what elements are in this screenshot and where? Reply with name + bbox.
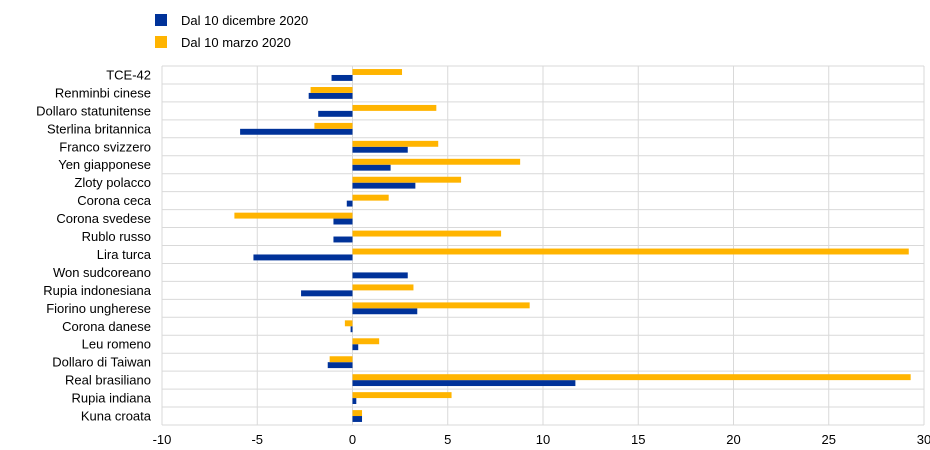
category-label-1: Renminbi cinese: [55, 85, 151, 100]
category-label-8: Corona svedese: [56, 211, 151, 226]
bar-s0-c6: [352, 182, 416, 189]
bar-s0-c12: [301, 290, 353, 297]
bar-s0-c3: [240, 128, 353, 135]
bar-s0-c19: [352, 416, 363, 422]
x-tick-label-8: 30: [917, 432, 930, 447]
category-label-2: Dollaro statunitense: [36, 103, 151, 118]
bar-s1-c13: [352, 302, 530, 309]
category-label-9: Rublo russo: [82, 229, 151, 244]
bar-s1-c0: [352, 69, 403, 75]
bar-s0-c0: [331, 74, 353, 81]
bar-s0-c8: [333, 218, 353, 225]
bar-s0-c2: [318, 110, 353, 117]
category-label-10: Lira turca: [97, 247, 152, 262]
bar-s1-c19: [352, 410, 363, 417]
legend-swatch-1: [155, 36, 167, 48]
bar-s0-c7: [346, 200, 353, 207]
x-tick-label-2: 0: [349, 432, 356, 447]
category-label-15: Leu romeno: [82, 337, 151, 352]
category-label-6: Zloty polacco: [74, 175, 151, 190]
legend-label-1: Dal 10 marzo 2020: [181, 35, 291, 50]
bar-s0-c18: [352, 398, 357, 404]
x-tick-label-6: 20: [726, 432, 740, 447]
bar-s1-c18: [352, 392, 452, 399]
x-tick-label-0: -10: [153, 432, 172, 447]
category-label-5: Yen giapponese: [58, 157, 151, 172]
bar-s1-c1: [310, 87, 353, 93]
legend-swatch-0: [155, 14, 167, 26]
category-label-4: Franco svizzero: [59, 139, 151, 154]
grid-layer: [161, 65, 925, 426]
bar-s0-c5: [352, 164, 391, 171]
x-tick-label-7: 25: [822, 432, 836, 447]
category-label-19: Kuna croata: [81, 409, 152, 424]
bar-s0-c4: [352, 146, 408, 153]
category-label-7: Corona ceca: [77, 193, 151, 208]
labels-layer: TCE-42 Renminbi cinese Dollaro statunitens…: [36, 67, 930, 447]
bar-s0-c13: [352, 308, 418, 315]
bar-s1-c5: [352, 158, 521, 165]
category-label-11: Won sudcoreano: [53, 265, 151, 280]
bar-s0-c16: [327, 362, 353, 369]
category-label-12: Rupia indonesiana: [43, 283, 151, 298]
category-label-13: Fiorino ungherese: [46, 301, 151, 316]
bar-s0-c1: [308, 92, 353, 99]
x-tick-label-1: -5: [251, 432, 263, 447]
category-label-17: Real brasiliano: [65, 373, 151, 388]
bars-layer: [234, 69, 911, 422]
bar-s1-c3: [314, 122, 353, 129]
category-label-14: Corona danese: [62, 319, 151, 334]
bar-s0-c15: [352, 344, 359, 351]
bar-s0-c11: [352, 272, 408, 279]
bar-s1-c6: [352, 176, 462, 183]
x-tick-label-3: 5: [444, 432, 451, 447]
category-label-16: Dollaro di Taiwan: [52, 355, 151, 370]
category-label-3: Sterlina britannica: [47, 121, 152, 136]
bar-s1-c12: [352, 284, 414, 291]
bar-s1-c2: [352, 104, 437, 111]
legend-label-0: Dal 10 dicembre 2020: [181, 13, 308, 28]
bar-s0-c14: [350, 326, 353, 333]
bar-s1-c7: [352, 194, 389, 201]
x-tick-label-4: 10: [536, 432, 550, 447]
bar-s0-c10: [253, 254, 353, 261]
bar-s1-c9: [352, 230, 502, 237]
bar-s1-c16: [329, 356, 353, 363]
bar-s1-c4: [352, 140, 439, 147]
bar-s1-c8: [234, 212, 353, 219]
bar-s1-c14: [344, 320, 353, 327]
bar-s0-c9: [333, 236, 353, 243]
legend: Dal 10 dicembre 2020 Dal 10 marzo 2020: [155, 13, 308, 50]
bar-s1-c10: [352, 248, 909, 255]
bar-s1-c15: [352, 338, 380, 345]
x-tick-label-5: 15: [631, 432, 645, 447]
category-label-18: Rupia indiana: [71, 391, 151, 406]
bar-s1-c17: [352, 374, 911, 381]
category-label-0: TCE-42: [106, 67, 151, 82]
bar-s0-c17: [352, 380, 576, 387]
